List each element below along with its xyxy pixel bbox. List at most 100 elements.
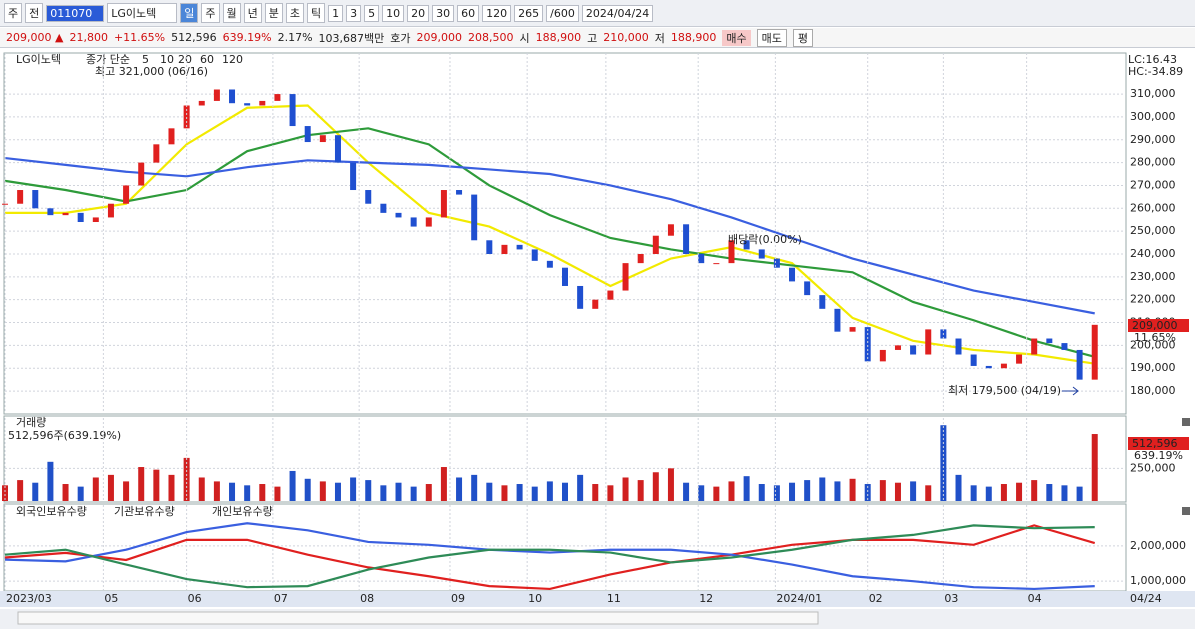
volume-bar (319, 481, 326, 501)
toolbar-button[interactable]: 년 (243, 3, 262, 23)
toolbar-button[interactable]: 10 (382, 4, 405, 22)
side-label: 512,596 (1132, 437, 1178, 450)
x-tick-label: 05 (104, 592, 118, 605)
price-badge (1128, 319, 1189, 332)
toolbar-button[interactable]: 일 (180, 3, 199, 23)
candle (1000, 363, 1007, 369)
info-field[interactable]: 21,800 (69, 31, 108, 44)
candle (1061, 343, 1068, 350)
legend-entry: 개인보유수량 (212, 505, 273, 518)
volume-bar (365, 480, 372, 501)
annotation: 최저 179,500 (04/19) (948, 384, 1061, 397)
candle (970, 354, 977, 366)
volume-bar (622, 477, 629, 501)
candle (334, 135, 341, 163)
candle (2, 203, 8, 205)
volume-bar (531, 486, 538, 501)
candle (440, 190, 447, 218)
annotation: 배당락(0.00%) (728, 233, 802, 246)
toolbar-button[interactable]: /600 (546, 4, 579, 22)
toolbar: 주 전 011070 LG이노텍 일 주 월 년 분 초 틱 1 3 5 10 20 30 60 120 265/60… (0, 0, 1195, 27)
candle (698, 253, 705, 264)
toolbar-button[interactable]: 분 (264, 3, 283, 23)
panel-button[interactable] (1182, 507, 1190, 515)
toolbar-button[interactable]: 전 (25, 3, 44, 23)
toolbar-button[interactable]: 30 (432, 4, 455, 22)
info-field[interactable]: 103,687백만 (318, 31, 385, 45)
candle (910, 345, 917, 355)
candle (229, 89, 236, 104)
side-label: HC:-34.89 (1128, 65, 1183, 78)
toolbar-button[interactable]: 초 (285, 3, 304, 23)
toolbar-button[interactable]: 3 (346, 4, 362, 22)
candle (319, 135, 326, 143)
x-axis-band (0, 591, 1195, 607)
volume-bar (2, 485, 8, 501)
x-tick-label: 2023/03 (6, 592, 52, 605)
volume-bar (1016, 482, 1023, 501)
candle (17, 190, 24, 204)
info-field[interactable]: 호가 (390, 31, 411, 45)
info-field[interactable]: 매도 (756, 28, 787, 47)
volume-bar (849, 478, 856, 501)
volume-bar (1091, 434, 1098, 501)
info-field[interactable]: 209,000 (416, 31, 463, 44)
info-field[interactable]: 210,000 (603, 31, 649, 44)
volume-bar (425, 484, 432, 501)
info-field[interactable]: +11.65% (113, 31, 166, 44)
toolbar-button[interactable]: 120 (482, 4, 512, 22)
toolbar-button[interactable]: 011070 (46, 4, 105, 22)
toolbar-button[interactable]: 월 (222, 3, 241, 23)
info-field[interactable]: 저 (654, 31, 665, 45)
candle (47, 208, 54, 216)
toolbar-button[interactable]: 주 (201, 3, 220, 23)
toolbar-button[interactable]: 주 (4, 3, 23, 23)
x-end-label: 04/24 (1130, 592, 1162, 605)
volume-bar (985, 486, 992, 501)
toolbar-button[interactable]: 2024/04/24 (581, 4, 654, 22)
toolbar-button[interactable]: 20 (407, 4, 430, 22)
info-field[interactable]: 639.19% (222, 31, 272, 44)
x-tick-label: 2024/01 (776, 592, 822, 605)
toolbar-button[interactable]: 265 (514, 4, 544, 22)
candle (501, 244, 508, 254)
volume-bar (395, 482, 402, 501)
volume-badge (1128, 437, 1189, 450)
volume-bar (728, 481, 735, 501)
info-field[interactable]: 209,000 ▲ (6, 31, 64, 44)
candle (955, 338, 962, 355)
x-tick-label: 10 (528, 592, 542, 605)
info-field[interactable]: 188,900 (535, 31, 582, 44)
volume-bar (123, 481, 130, 501)
candle (562, 267, 568, 286)
info-field[interactable]: 188,900 (670, 31, 717, 44)
legend-period: 20 (178, 53, 192, 66)
volume-bar (244, 485, 251, 501)
toolbar-button[interactable]: 1 (328, 4, 344, 22)
candle (804, 281, 811, 296)
toolbar-button[interactable]: 5 (364, 4, 380, 22)
info-field[interactable]: 평 (792, 28, 814, 47)
scroll-track[interactable] (17, 611, 819, 625)
series-line (5, 104, 1095, 365)
info-field[interactable]: 매수 (722, 29, 751, 46)
x-tick-label: 06 (188, 592, 202, 605)
info-field[interactable]: 208,500 (468, 31, 514, 44)
info-field[interactable]: 512,596 (171, 31, 217, 44)
panel-button[interactable] (1182, 418, 1190, 426)
toolbar-button[interactable]: 틱 (307, 3, 326, 23)
toolbar-button[interactable]: LG이노텍 (107, 3, 178, 23)
volume-bar (592, 484, 599, 501)
candle (486, 240, 493, 254)
candle (425, 217, 432, 227)
y-tick-label: 290,000 (1130, 133, 1176, 146)
toolbar-button[interactable]: 60 (457, 4, 480, 22)
candle (607, 290, 614, 300)
info-field[interactable]: 2.17% (277, 31, 313, 44)
y-tick-label: 310,000 (1130, 87, 1176, 100)
info-field[interactable]: 고 (587, 31, 598, 45)
info-field[interactable]: 시 (519, 31, 530, 45)
candle (516, 244, 523, 250)
